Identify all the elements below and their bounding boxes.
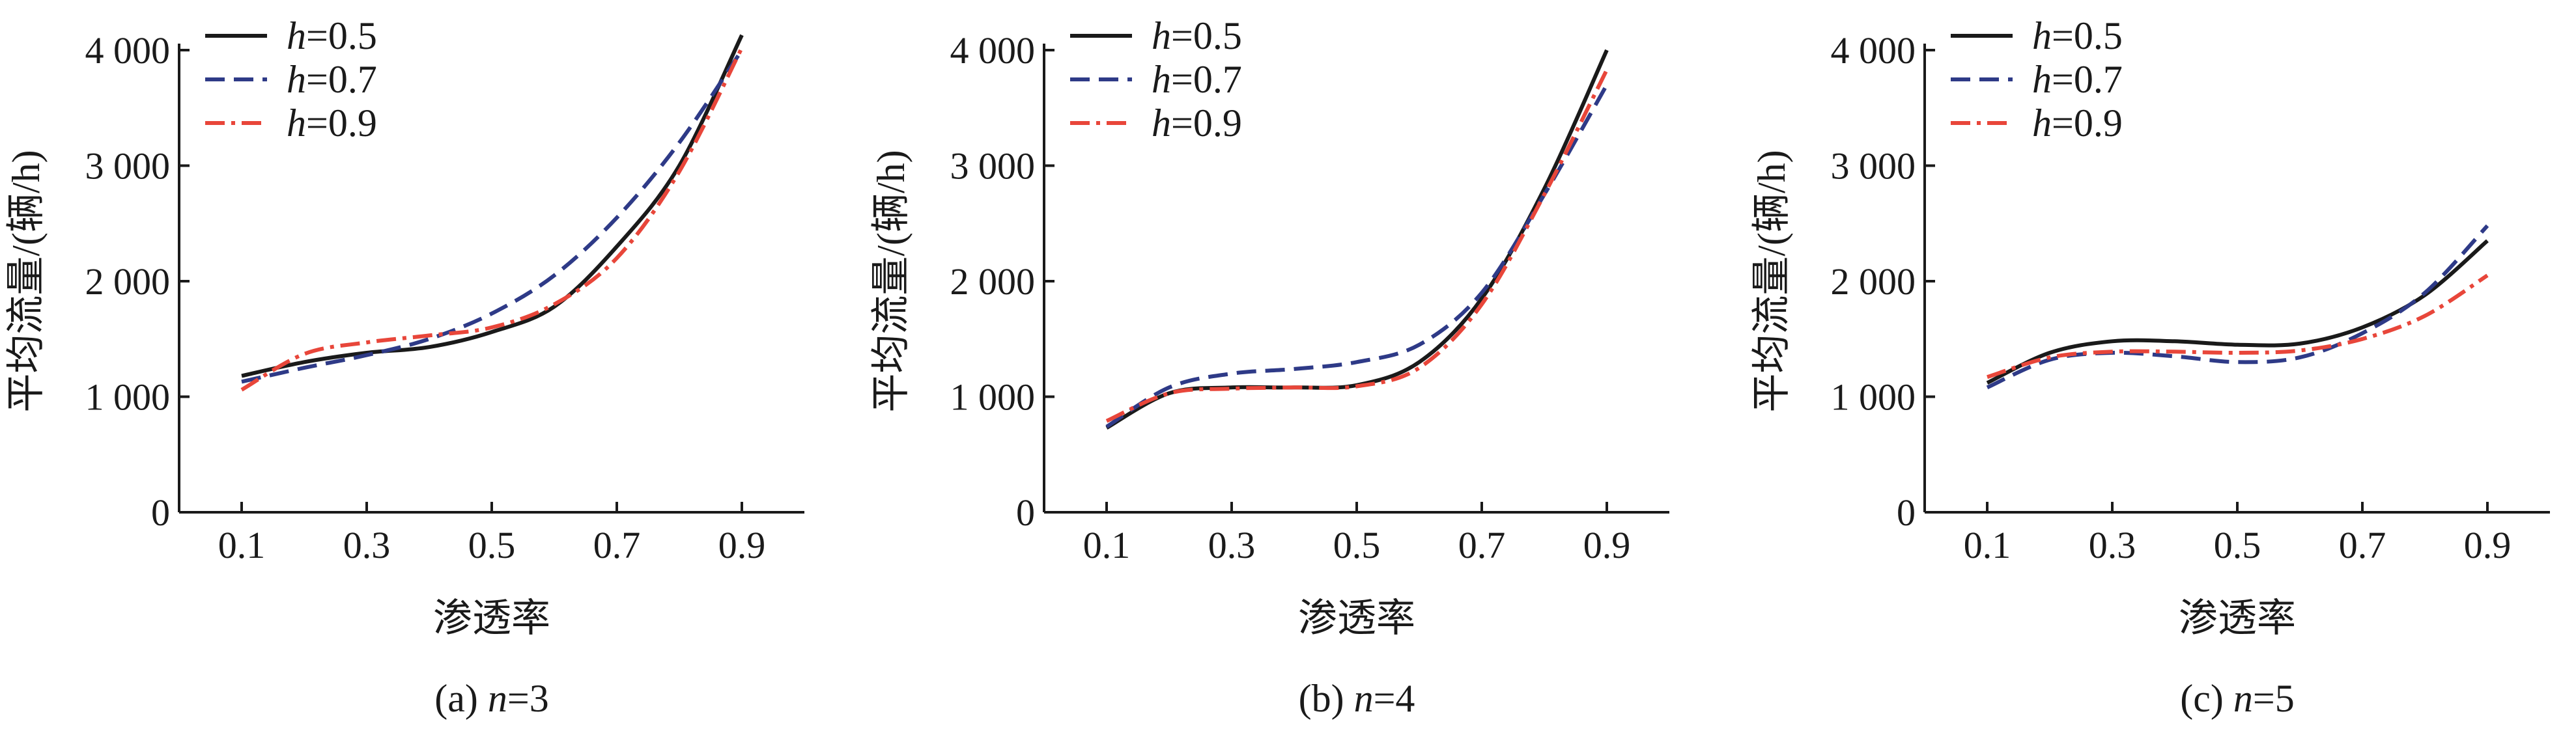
legend-label: h=0.9 <box>287 102 377 144</box>
y-axis-title: 平均流量/(辆/h) <box>1750 150 1793 412</box>
panel-caption: (b) n=4 <box>1299 677 1415 720</box>
y-tick-label: 0 <box>1016 491 1035 534</box>
x-tick-label: 0.7 <box>1458 524 1506 566</box>
x-axis-title: 渗透率 <box>1298 597 1415 640</box>
x-tick-label: 0.5 <box>1333 524 1381 566</box>
legend: h=0.5h=0.7h=0.9 <box>1951 14 2123 144</box>
x-tick-label: 0.7 <box>593 524 641 566</box>
y-tick-label: 2 000 <box>85 260 171 303</box>
caption-prefix: (c) <box>2180 677 2233 720</box>
y-tick-label: 2 000 <box>1831 260 1916 303</box>
caption-var: n <box>488 677 507 720</box>
series-line-3 <box>1987 273 2489 379</box>
legend-label: h=0.7 <box>1152 58 1242 101</box>
legend-label-value: =0.7 <box>2052 58 2123 101</box>
y-tick-label: 2 000 <box>950 260 1036 303</box>
legend-label: h=0.7 <box>2032 58 2123 101</box>
y-axis-title: 平均流量/(辆/h) <box>5 150 48 412</box>
x-axis-title: 渗透率 <box>433 597 550 640</box>
y-tick-label: 1 000 <box>950 376 1036 419</box>
y-tick-label: 3 000 <box>950 145 1036 187</box>
x-tick-label: 0.9 <box>718 524 766 566</box>
chart-panel-3: 0 1 000 2 000 3 000 4 000 0.1 0.3 0.5 0.7 0.9 渗透率 平… <box>1750 14 2550 720</box>
x-tick-label: 0.5 <box>468 524 516 566</box>
legend-label-var: h <box>2032 58 2052 101</box>
x-tick-label: 0.7 <box>2339 524 2386 566</box>
x-tick-label: 0.3 <box>1208 524 1256 566</box>
legend-label-var: h <box>287 102 306 144</box>
series-line-3 <box>1105 68 1609 423</box>
x-tick-label: 0.9 <box>1583 524 1631 566</box>
legend-label-value: =0.7 <box>306 58 377 101</box>
legend-label-var: h <box>1152 58 1171 101</box>
x-tick-label: 0.5 <box>2214 524 2261 566</box>
legend: h=0.5h=0.7h=0.9 <box>1070 14 1242 144</box>
legend-label-var: h <box>287 58 306 101</box>
y-tick-label: 0 <box>1897 491 1916 534</box>
legend-label-value: =0.9 <box>1171 102 1242 144</box>
legend-label-var: h <box>1152 102 1171 144</box>
y-tick-label: 3 000 <box>1831 145 1916 187</box>
legend-label-value: =0.5 <box>306 14 377 57</box>
y-tick-label: 1 000 <box>85 376 171 419</box>
y-tick-label: 4 000 <box>950 29 1036 72</box>
panel-caption: (a) n=3 <box>434 677 548 720</box>
legend-label: h=0.5 <box>1152 14 1242 57</box>
legend-label: h=0.7 <box>287 58 377 101</box>
legend-label: h=0.5 <box>2032 14 2123 57</box>
caption-var: n <box>2233 677 2253 720</box>
legend: h=0.5h=0.7h=0.9 <box>205 14 377 144</box>
legend-label: h=0.9 <box>2032 102 2123 144</box>
caption-prefix: (b) <box>1299 677 1354 720</box>
y-axis-title: 平均流量/(辆/h) <box>870 150 913 412</box>
y-tick-label: 1 000 <box>1831 376 1916 419</box>
y-tick-label: 4 000 <box>85 29 171 72</box>
x-tick-label: 0.3 <box>2089 524 2136 566</box>
legend-label-value: =0.5 <box>2052 14 2123 57</box>
chart-panel-2: 0 1 000 2 000 3 000 4 000 0.1 0.3 0.5 0.7 0.9 渗透率 平… <box>870 14 1669 720</box>
caption-value: =3 <box>507 677 549 720</box>
legend-label-var: h <box>2032 14 2052 57</box>
x-tick-label: 0.9 <box>2464 524 2512 566</box>
legend-label-var: h <box>1152 14 1171 57</box>
legend-label: h=0.5 <box>287 14 377 57</box>
series-line-1 <box>241 34 744 378</box>
legend-label-value: =0.9 <box>306 102 377 144</box>
caption-prefix: (a) <box>434 677 488 720</box>
x-tick-label: 0.3 <box>343 524 391 566</box>
legend-label-value: =0.5 <box>1171 14 1242 57</box>
legend-label-value: =0.7 <box>1171 58 1242 101</box>
y-tick-label: 0 <box>151 491 170 534</box>
series-line-2 <box>241 49 744 384</box>
legend-label-value: =0.9 <box>2052 102 2123 144</box>
x-axis-title: 渗透率 <box>2179 597 2296 640</box>
caption-value: =5 <box>2253 677 2295 720</box>
series-line-3 <box>240 47 744 392</box>
x-tick-label: 0.1 <box>218 524 266 566</box>
caption-var: n <box>1354 677 1374 720</box>
series-line-1 <box>1986 239 2489 385</box>
x-tick-label: 0.1 <box>1083 524 1131 566</box>
series-line-2 <box>1986 224 2489 390</box>
legend-label-var: h <box>2032 102 2052 144</box>
y-tick-label: 4 000 <box>1831 29 1916 72</box>
legend-label: h=0.9 <box>1152 102 1242 144</box>
legend-label-var: h <box>287 14 306 57</box>
x-tick-label: 0.1 <box>1964 524 2011 566</box>
chart-panel-1: 0 1 000 2 000 3 000 4 000 0.1 0.3 0.5 0.7 0.9 渗透率 平… <box>5 14 804 720</box>
y-tick-label: 3 000 <box>85 145 171 187</box>
panel-caption: (c) n=5 <box>2180 677 2294 720</box>
series-line-1 <box>1105 49 1609 430</box>
caption-value: =4 <box>1374 677 1415 720</box>
